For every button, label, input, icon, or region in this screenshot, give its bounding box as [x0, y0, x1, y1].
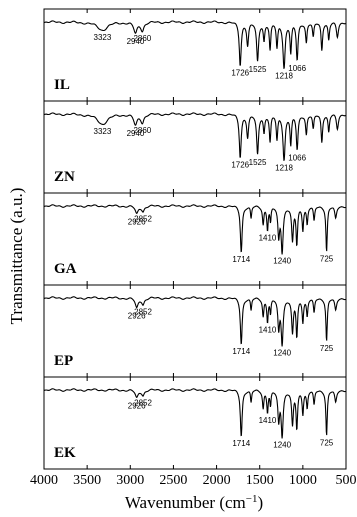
peak-label: 1240 [273, 348, 291, 357]
peak-label: 2926 [128, 311, 146, 320]
panel-label: EK [54, 445, 76, 461]
spectrum-line-ek [43, 388, 347, 439]
peak-label: 1240 [273, 440, 291, 449]
panel-label: GA [54, 261, 77, 277]
peak-label: 2926 [128, 217, 146, 226]
peak-label: 1726 [231, 160, 249, 169]
peak-label: 1240 [273, 256, 291, 265]
x-axis-title-exponent: −1 [246, 493, 258, 505]
x-tick-label: 1000 [289, 473, 317, 488]
spectrum-line-il [43, 20, 347, 69]
panel-frame [43, 100, 347, 194]
peak-label: 2852 [134, 399, 152, 408]
x-tick-label: 3500 [73, 473, 101, 488]
peak-label: 3323 [94, 33, 112, 42]
peak-label: 2860 [133, 34, 151, 43]
spectrum-line-ep [43, 296, 347, 347]
y-axis-title: Transmittance (a.u.) [7, 188, 26, 325]
x-axis: 4000 3500 3000 2500 2000 1500 1000 500 [30, 473, 357, 488]
peak-label: 1218 [275, 163, 293, 172]
peak-label: 725 [320, 438, 334, 447]
peak-label: 725 [320, 254, 334, 263]
x-axis-title-close: ) [257, 493, 263, 512]
peak-label: 1525 [249, 158, 267, 167]
panel-label: EP [54, 353, 73, 369]
panel-frame [43, 376, 347, 470]
x-tick-label: 1500 [246, 473, 274, 488]
peak-label: 1410 [259, 416, 277, 425]
peak-label: 1525 [249, 65, 267, 74]
peak-label: 1066 [288, 153, 306, 162]
spectrum-line-zn [43, 112, 347, 161]
spectrum-line-ga [43, 204, 347, 255]
x-tick-label: 2500 [159, 473, 187, 488]
x-tick-label: 500 [336, 473, 357, 488]
x-axis-title-main: Wavenumber (cm [125, 493, 246, 512]
panel-label: IL [54, 77, 70, 93]
peak-label: 3323 [94, 127, 112, 136]
peak-label: 2852 [134, 215, 152, 224]
peak-label: 1714 [232, 347, 250, 356]
peak-label: 1410 [259, 326, 277, 335]
peak-label: 2940 [127, 129, 145, 138]
peak-label: 1066 [288, 64, 306, 73]
peak-label: 1218 [275, 71, 293, 80]
x-axis-title: Wavenumber (cm−1) [125, 493, 263, 512]
x-tick-label: 3000 [116, 473, 144, 488]
panel-frame [43, 284, 347, 378]
peak-label: 2860 [133, 126, 151, 135]
peak-label: 2852 [134, 308, 152, 317]
x-tick-label: 2000 [203, 473, 231, 488]
peak-label: 1726 [231, 68, 249, 77]
panel-label: ZN [54, 169, 75, 185]
peak-label: 1714 [232, 255, 250, 264]
x-tick-label: 4000 [30, 473, 58, 488]
peak-label: 2926 [128, 401, 146, 410]
panel-frame [43, 192, 347, 286]
peak-label: 725 [320, 344, 334, 353]
peak-label: 2940 [127, 37, 145, 46]
peak-label: 1714 [232, 439, 250, 448]
peak-label: 1410 [259, 234, 277, 243]
